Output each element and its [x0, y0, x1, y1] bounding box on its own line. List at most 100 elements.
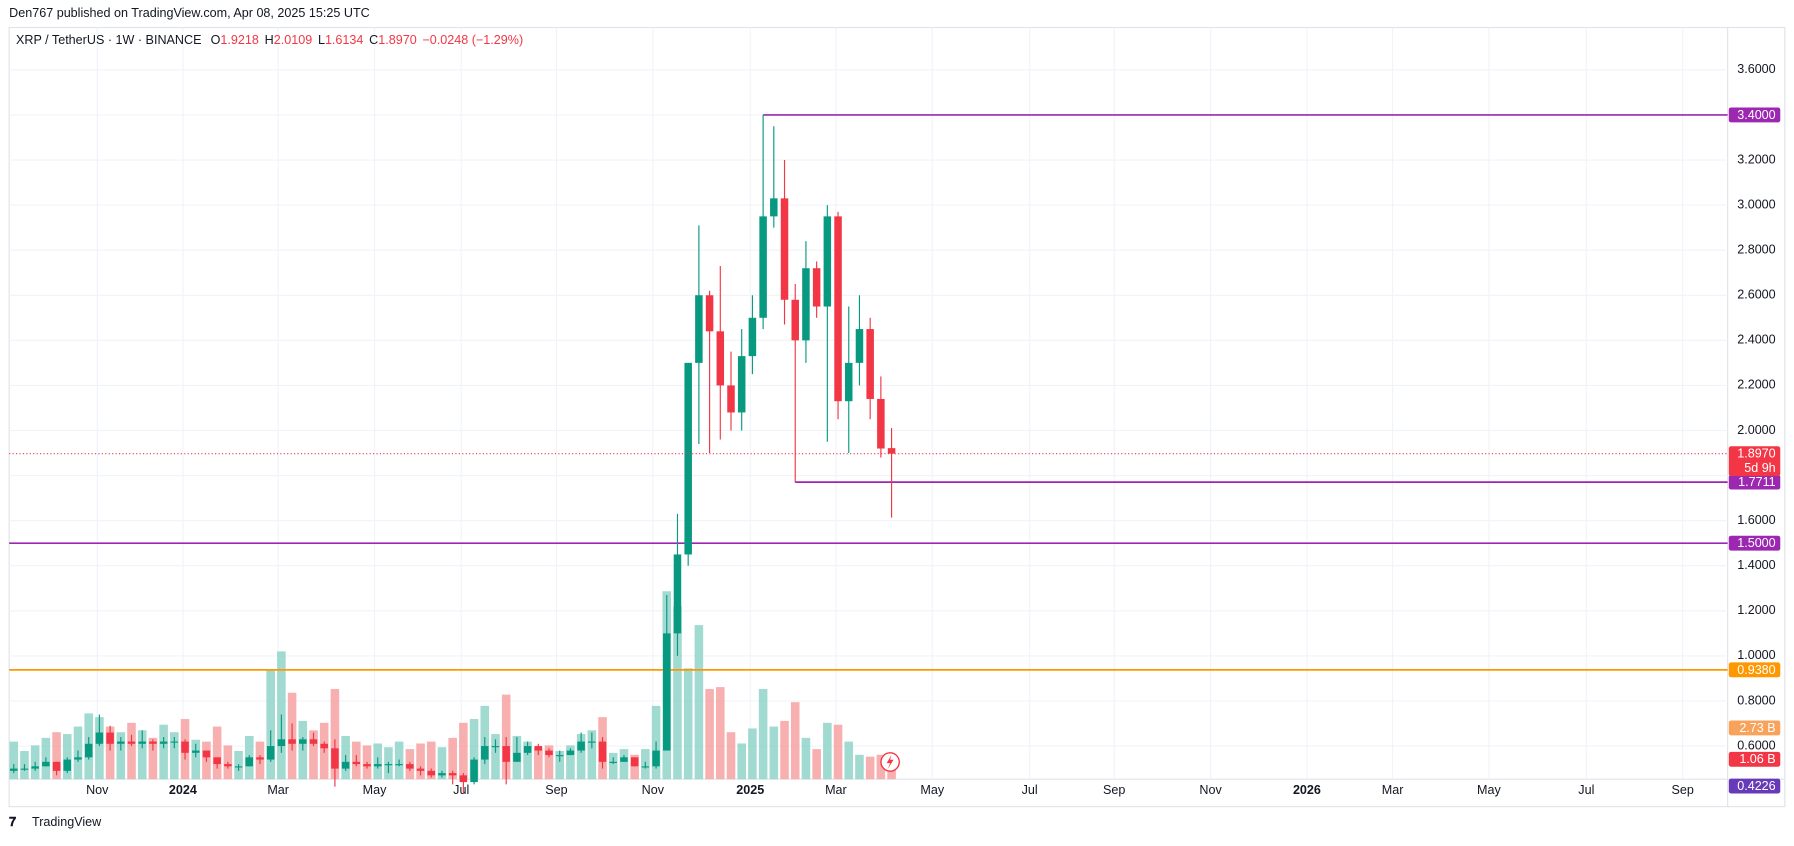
volume-bar — [865, 756, 875, 780]
candle-body — [598, 741, 607, 762]
y-tick-label: 1.4000 — [1737, 558, 1775, 572]
candle-body — [834, 216, 842, 402]
x-tick-label: May — [920, 783, 944, 797]
ohlc-value: 1.6134 — [325, 34, 363, 48]
ohlc-value: 1.8970 — [378, 34, 416, 48]
volume-bar — [544, 745, 554, 780]
ohlc-key: H — [265, 34, 274, 48]
candle-body — [759, 216, 767, 318]
axis-tag-bg — [1728, 778, 1781, 794]
volume-bar — [876, 754, 886, 780]
candle-body — [523, 746, 532, 753]
axis-tag: 0.4226 — [1737, 779, 1775, 793]
candle-body — [277, 739, 286, 747]
candle-body — [117, 741, 125, 744]
volume-bar — [309, 730, 318, 780]
candle-body — [20, 768, 29, 770]
publisher: Den767 published on TradingView.com, Apr… — [9, 6, 370, 20]
candle-body — [459, 775, 468, 783]
candle-body — [127, 741, 136, 744]
candle-body — [234, 766, 243, 768]
x-tick-label: Jul — [1578, 783, 1594, 797]
candle-body — [331, 748, 339, 769]
footer-logo: 𝟕 TradingView — [9, 815, 102, 829]
y-tick-label: 1.2000 — [1737, 603, 1775, 617]
ohlc-key: C — [369, 34, 378, 48]
ohlc-key: L — [318, 34, 325, 48]
candle-body — [191, 750, 200, 753]
candle-body — [427, 770, 436, 776]
candle-body — [74, 757, 82, 760]
volume-bar — [801, 737, 811, 780]
ohlc-value: 2.0109 — [274, 34, 312, 48]
level-tag-bg — [1728, 107, 1781, 123]
candle-body — [545, 750, 553, 756]
volume-bar — [705, 688, 714, 780]
volume-bar — [566, 745, 575, 780]
candle-body — [320, 743, 328, 749]
candle-body — [727, 385, 735, 413]
volume-bar — [748, 728, 757, 780]
candle-body — [448, 773, 457, 776]
candle-body — [823, 216, 832, 307]
candle-body — [555, 755, 564, 757]
volume-bar — [501, 694, 511, 780]
level-tag: 0.9380 — [1737, 663, 1775, 677]
volume-bar — [330, 688, 340, 780]
candle-body — [106, 732, 114, 744]
candle-body — [737, 356, 746, 413]
y-tick-label: 2.0000 — [1737, 423, 1775, 437]
volume-tag-bg — [1728, 720, 1781, 736]
volume-bar — [630, 754, 639, 780]
level-tag: 3.4000 — [1737, 108, 1775, 122]
candle-body — [887, 448, 896, 454]
candle-body — [42, 761, 50, 767]
x-tick-label: Nov — [642, 783, 665, 797]
volume-bar — [459, 722, 468, 780]
legend: XRP / TetherUS · 1W · BINANCE O1.9218 H2.0… — [16, 34, 523, 48]
x-tick-label: Jul — [453, 783, 469, 797]
candle-body — [352, 761, 361, 765]
brand: TradingView — [32, 815, 102, 829]
candle-body — [470, 759, 478, 783]
y-tick-label: 3.6000 — [1737, 62, 1775, 76]
candle-body — [695, 295, 703, 363]
candle-body — [416, 768, 425, 771]
candle-body — [502, 746, 510, 762]
candle-body — [673, 554, 682, 634]
candle-body — [256, 757, 264, 760]
x-tick-label: Sep — [1671, 783, 1693, 797]
volume-bar — [148, 737, 158, 780]
x-tick-label: Mar — [825, 783, 847, 797]
candle-body — [299, 739, 307, 744]
volume-bar — [608, 752, 618, 780]
volume-bar — [437, 747, 447, 780]
y-tick-label: 2.6000 — [1737, 288, 1775, 302]
candle-body — [266, 746, 275, 760]
candle-body — [652, 750, 660, 767]
candle-body — [716, 331, 725, 386]
y-tick-label: 1.0000 — [1737, 648, 1775, 662]
y-tick-label: 0.6000 — [1737, 738, 1775, 752]
volume-bar — [823, 722, 832, 780]
volume-bar — [9, 741, 19, 780]
volume-bar — [790, 702, 800, 780]
candle-body — [63, 759, 72, 771]
countdown: 5d 9h — [1744, 461, 1775, 475]
candle-body — [577, 741, 585, 751]
candle-body — [170, 741, 179, 743]
candle-body — [513, 752, 521, 762]
candle-body — [395, 764, 403, 766]
candle-body — [684, 362, 692, 555]
candle-body — [705, 295, 714, 332]
x-tick-label: Jul — [1022, 783, 1038, 797]
price-tag-bg — [1728, 446, 1781, 477]
candle-body — [341, 761, 350, 769]
candle-body — [609, 761, 617, 763]
y-tick-label: 1.6000 — [1737, 513, 1775, 527]
candle-body — [791, 299, 799, 341]
candle-body — [10, 768, 18, 771]
candle-body — [384, 764, 393, 766]
candle-body — [481, 746, 489, 760]
candle-body — [780, 198, 789, 300]
